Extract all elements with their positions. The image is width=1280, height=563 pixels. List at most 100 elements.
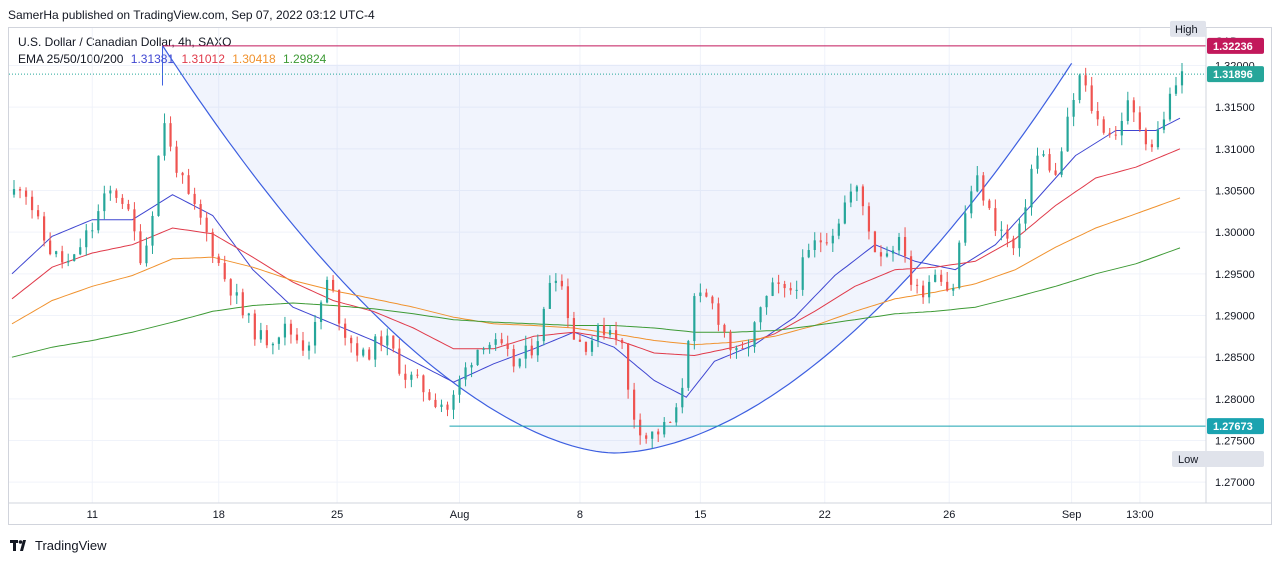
- candle: [741, 341, 744, 349]
- candle: [1030, 164, 1033, 216]
- candle-body: [855, 186, 858, 192]
- candle-body: [169, 123, 172, 147]
- candle: [1156, 121, 1160, 150]
- candle-body: [657, 431, 660, 435]
- candle: [1018, 217, 1021, 257]
- candle: [801, 249, 804, 296]
- price-tick-label: 1.27000: [1215, 477, 1255, 489]
- low-label: Low: [1178, 454, 1198, 466]
- candle-body: [1126, 100, 1129, 121]
- candle-body: [735, 347, 738, 351]
- candle: [1048, 148, 1051, 173]
- candle-body: [193, 193, 196, 205]
- ema-line-ema100: [11, 197, 1181, 346]
- candle-body: [1144, 129, 1147, 145]
- candle-body: [952, 288, 955, 291]
- candle: [253, 309, 256, 346]
- candle: [157, 155, 160, 217]
- candle-body: [542, 308, 545, 342]
- resistance-badge: [1207, 37, 1264, 54]
- candle: [91, 222, 94, 239]
- candle-body: [958, 242, 961, 289]
- candle-body: [795, 289, 798, 291]
- candle-body: [753, 322, 756, 348]
- candle: [1066, 107, 1069, 152]
- candle-body: [259, 330, 262, 340]
- candle-body: [530, 345, 533, 356]
- candle: [849, 183, 852, 208]
- candle-body: [416, 374, 419, 376]
- ema50-value: 1.31012: [181, 52, 225, 66]
- candle-body: [1018, 223, 1021, 249]
- candle-body: [970, 191, 973, 214]
- candle: [952, 283, 955, 297]
- footer-brand[interactable]: TradingView: [10, 538, 107, 553]
- candle: [970, 185, 973, 219]
- time-tick-label: 18: [213, 509, 225, 521]
- candle-body: [903, 237, 907, 257]
- candle: [488, 342, 491, 354]
- candle-body: [699, 292, 702, 297]
- candle: [79, 238, 82, 256]
- ema-line-ema200: [11, 247, 1181, 358]
- candle: [578, 334, 582, 342]
- price-tick-label: 1.29500: [1215, 269, 1255, 281]
- candle: [145, 237, 148, 267]
- candle: [368, 347, 371, 361]
- candle: [295, 328, 299, 344]
- candle: [1078, 73, 1081, 104]
- candle-body: [747, 347, 750, 349]
- ema-legend[interactable]: EMA 25/50/100/200 1.31381 1.31012 1.3041…: [18, 52, 330, 66]
- candle: [398, 338, 401, 376]
- candle: [669, 421, 672, 424]
- candle: [614, 321, 618, 346]
- candle-body: [277, 337, 281, 344]
- candle-body: [1138, 112, 1141, 130]
- candle-body: [560, 280, 563, 287]
- candle-body: [344, 323, 347, 338]
- candle-body: [43, 216, 46, 241]
- candle-body: [705, 292, 708, 297]
- candle: [1180, 63, 1184, 94]
- candle-body: [1168, 93, 1172, 120]
- candle-body: [283, 323, 287, 338]
- candle-body: [837, 223, 840, 236]
- candle: [988, 198, 991, 210]
- candle: [163, 113, 166, 161]
- candle: [422, 374, 425, 402]
- candle: [1114, 126, 1117, 140]
- candle-body: [187, 175, 190, 194]
- candle: [657, 428, 660, 442]
- candle: [265, 325, 268, 349]
- candle: [500, 332, 503, 346]
- candle-body: [313, 321, 317, 346]
- candle-body: [1012, 238, 1015, 249]
- cup-pattern-fill: [162, 45, 1076, 453]
- candle-body: [885, 253, 889, 257]
- candle-body: [175, 146, 178, 173]
- candle-body: [741, 347, 744, 349]
- candle-body: [289, 323, 293, 335]
- candle: [476, 349, 479, 366]
- candle-body: [295, 334, 299, 341]
- candle-body: [307, 345, 311, 351]
- candle: [1162, 111, 1166, 134]
- candle-body: [639, 419, 642, 436]
- candle: [103, 185, 106, 220]
- candle-body: [121, 197, 124, 204]
- candle-body: [566, 286, 570, 319]
- candle: [85, 223, 88, 256]
- ema-legend-label: EMA 25/50/100/200: [18, 52, 124, 66]
- footer-brand-label: TradingView: [35, 538, 107, 553]
- candle-body: [458, 379, 461, 395]
- candle-body: [241, 292, 244, 316]
- candle: [61, 245, 64, 269]
- candle-body: [494, 339, 497, 345]
- candle: [1174, 76, 1178, 96]
- candle: [338, 289, 341, 331]
- candle-body: [789, 288, 792, 291]
- candle-body: [825, 242, 828, 244]
- candle-body: [831, 235, 834, 244]
- last-price-value: 1.31896: [1213, 69, 1253, 81]
